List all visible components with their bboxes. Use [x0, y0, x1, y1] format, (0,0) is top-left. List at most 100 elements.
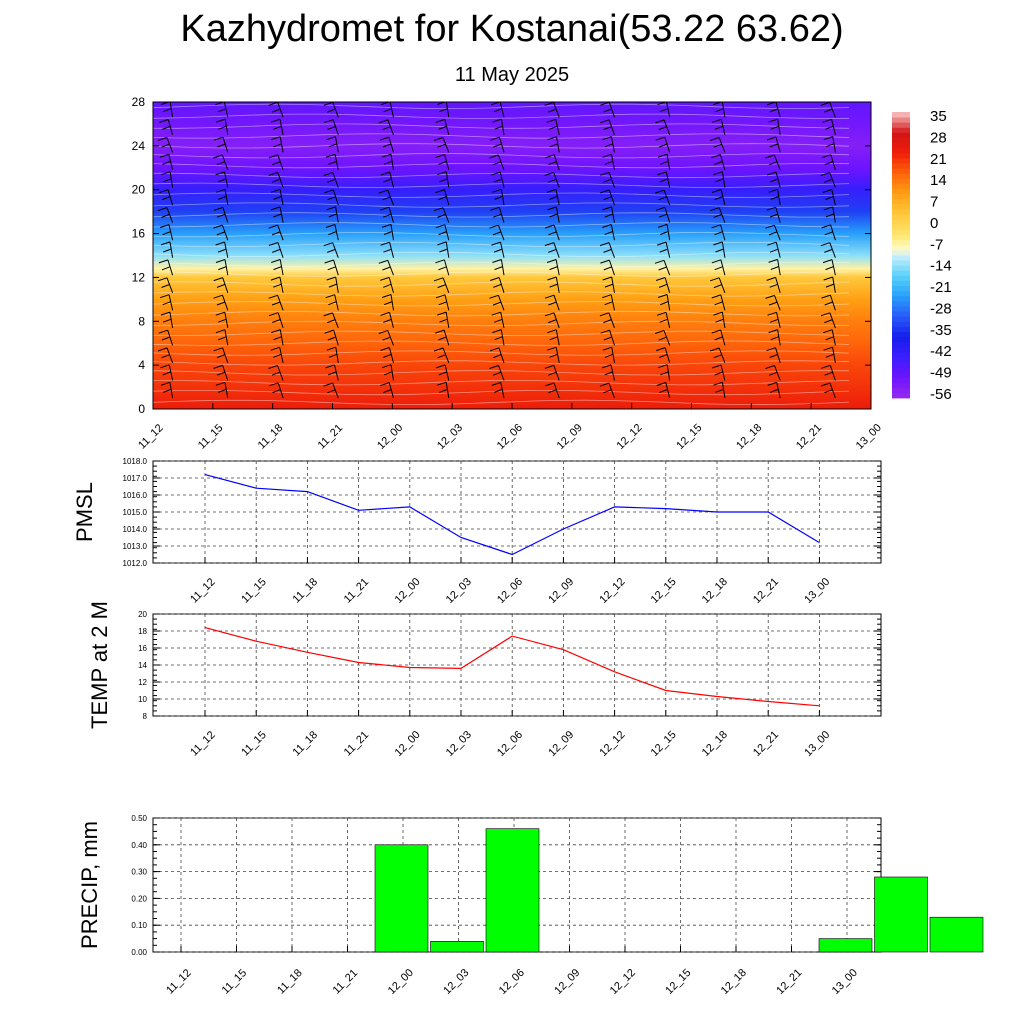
wind-barb-flag [437, 284, 446, 289]
colorbar-swatch [892, 127, 910, 133]
wind-barb-flag [824, 161, 833, 166]
y-tick-label: 14 [138, 661, 147, 670]
wind-barb-staff [166, 137, 174, 153]
x-tick-label: 12_09 [546, 729, 576, 759]
wind-barb-staff [167, 330, 174, 346]
x-tick-label: 11_18 [291, 729, 321, 759]
series-line [204, 474, 820, 556]
wind-barb-staff [168, 364, 174, 381]
colorbar-swatch [892, 352, 910, 358]
wind-barb-flag [655, 206, 666, 211]
wind-barb-flag [437, 241, 447, 246]
wind-barb-staff [777, 189, 781, 206]
x-tick-label: 12_12 [608, 967, 638, 997]
wind-barb-flag [326, 276, 336, 281]
wind-barb-flag [272, 248, 281, 253]
wind-barb-staff [389, 102, 394, 118]
wind-barb-staff [666, 364, 671, 381]
colorbar-swatch [892, 147, 910, 154]
wind-barb-staff [169, 102, 174, 118]
wind-barb-staff [721, 102, 726, 118]
wind-barb-staff [775, 207, 781, 223]
wind-barb-flag [268, 154, 279, 159]
wind-barb-flag [327, 248, 336, 253]
wind-barb-flag [659, 389, 668, 393]
wind-barb-flag [549, 266, 558, 271]
wind-barb-flag [604, 213, 614, 218]
contour-line [153, 251, 850, 258]
wind-barb-staff [776, 382, 781, 399]
wind-barb-flag [549, 143, 558, 148]
wind-barb-staff [829, 102, 836, 118]
wind-barb-flag [604, 160, 613, 165]
wind-barb-staff [500, 312, 505, 329]
wind-barb-flag [218, 318, 227, 323]
wind-barb-staff [720, 119, 726, 136]
contour-line [153, 162, 850, 169]
colorbar-swatch [892, 229, 910, 235]
colorbar-swatch [892, 285, 910, 292]
wind-barb-flag [435, 154, 445, 158]
x-tick-label: 11_21 [342, 729, 372, 759]
wind-barb-flag [492, 188, 502, 193]
wind-barb-staff [167, 189, 174, 206]
wind-barb-flag [493, 108, 503, 113]
x-tick-label: 12_15 [649, 576, 679, 606]
wind-barb-staff [829, 382, 836, 399]
wind-barb-flag [323, 172, 333, 176]
contour-line [153, 370, 850, 376]
wind-barb-staff [665, 382, 671, 399]
wind-barb-flag [604, 231, 613, 235]
wind-barb-flag [659, 178, 668, 183]
wind-barb-flag [381, 364, 392, 369]
wind-barb-flag [380, 311, 390, 316]
wind-barb-flag [380, 171, 390, 176]
colorbar-swatch [892, 193, 910, 200]
y-tick-label: 0.00 [131, 948, 147, 957]
wind-barb-staff [611, 154, 615, 171]
wind-barb-flag [161, 354, 170, 359]
contour-line [153, 212, 850, 218]
wind-barb-staff [333, 259, 339, 276]
wind-barb-staff [831, 189, 836, 206]
wind-barb-flag [328, 283, 338, 288]
wind-barb-flag [494, 388, 503, 393]
wind-barb-flag [160, 102, 171, 105]
wind-barb-flag [713, 284, 722, 289]
wind-barb-staff [387, 330, 394, 346]
wind-barb-flag [437, 381, 447, 386]
wind-barb-staff [721, 312, 726, 328]
y-tick-label: 1017.0 [123, 474, 148, 483]
wind-barb-flag [660, 231, 669, 235]
wind-barb-flag [820, 382, 831, 387]
x-tick-label: 11_21 [331, 967, 361, 997]
wind-barb-staff [829, 294, 836, 311]
wind-barb-staff [718, 277, 726, 293]
colorbar-swatch [892, 137, 910, 144]
wind-barb-flag [659, 354, 668, 358]
wind-barb-staff [663, 260, 671, 276]
wind-barb-flag [159, 224, 170, 229]
wind-barb-flag [603, 178, 612, 183]
contour-line [153, 182, 850, 188]
wind-barb-staff [388, 277, 394, 293]
wind-barb-flag [770, 266, 779, 270]
wind-barb-flag [604, 301, 613, 306]
wind-barb-flag [438, 301, 447, 306]
wind-barb-flag [713, 171, 723, 176]
wind-barb-staff [444, 189, 450, 206]
wind-barb-flag [714, 196, 723, 200]
wind-barb-flag [324, 259, 334, 264]
wind-barb-flag [217, 248, 227, 253]
wind-barb-flag [602, 206, 612, 211]
colorbar-swatch [892, 306, 910, 312]
y-tick-label: 12 [132, 270, 146, 284]
y-tick-label: 0.20 [131, 894, 147, 903]
wind-barb-flag [379, 136, 390, 141]
wind-barb-flag [491, 171, 501, 176]
wind-barb-flag [493, 283, 502, 288]
colorbar-swatch [892, 300, 910, 307]
wind-barb-flag [271, 259, 281, 263]
wind-barb-flag [494, 125, 503, 130]
wind-barb-flag [218, 125, 227, 130]
